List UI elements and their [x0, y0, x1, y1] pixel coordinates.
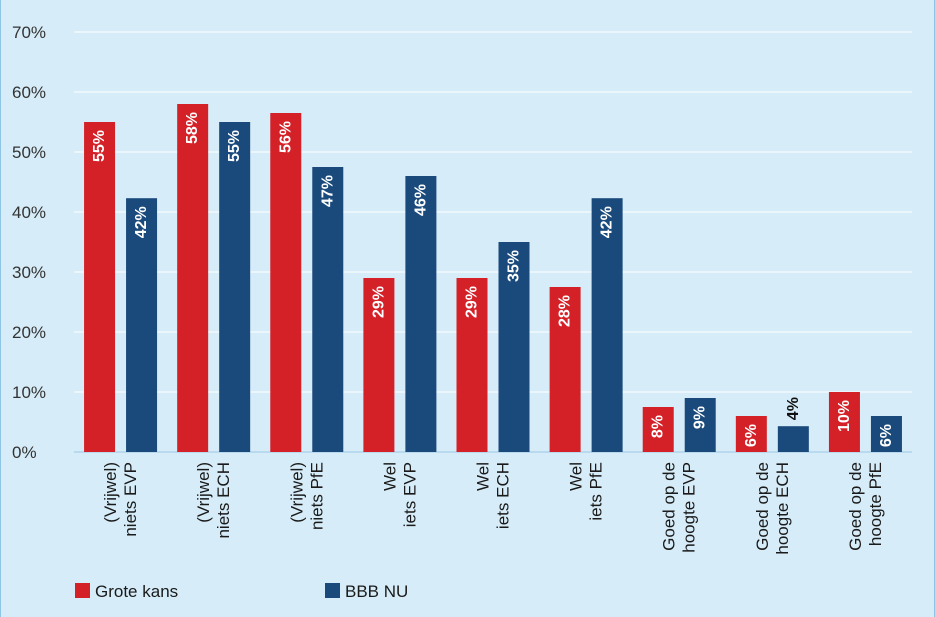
category-label: niets EVP [121, 462, 140, 537]
category-label: Wel [474, 462, 493, 491]
y-tick-label: 0% [12, 443, 37, 462]
legend: Grote kans BBB NU [75, 582, 408, 601]
category-label: (Vrijwel) [194, 462, 213, 523]
data-label: 4% [785, 397, 802, 420]
category-label: (Vrijwel) [287, 462, 306, 523]
bar-grote-kans [828, 392, 860, 452]
bar-grote-kans [735, 416, 767, 452]
category-label: Goed op de [753, 462, 772, 551]
bar-grote-kans [177, 104, 209, 452]
data-label: 35% [506, 250, 523, 282]
y-tick-label: 50% [12, 143, 46, 162]
bar-bbb-nu [498, 242, 530, 452]
category-label: hoogte EVP [680, 462, 699, 553]
bar-grote-kans [456, 278, 488, 452]
data-label: 29% [464, 286, 481, 318]
bar-bbb-nu [219, 122, 251, 452]
data-label: 9% [692, 406, 709, 429]
data-label: 55% [226, 130, 243, 162]
legend-label: BBB NU [345, 582, 408, 601]
legend-swatch [75, 583, 90, 598]
bar-bbb-nu [777, 426, 809, 452]
data-label: 56% [277, 121, 294, 153]
category-label: Goed op de [660, 462, 679, 551]
category-label: Goed op de [846, 462, 865, 551]
data-label: 28% [557, 295, 574, 327]
data-label: 6% [878, 424, 895, 447]
data-label: 47% [319, 175, 336, 207]
category-label: Wel [380, 462, 399, 491]
bar-grote-kans [549, 287, 581, 452]
bar-bbb-nu [126, 198, 158, 452]
category-label: niets PfE [307, 462, 326, 530]
bar-grote-kans [363, 278, 395, 452]
bar-bbb-nu [405, 176, 437, 452]
data-label: 8% [650, 415, 667, 438]
bars [84, 104, 902, 452]
bar-grote-kans [270, 113, 302, 452]
data-label: 46% [412, 184, 429, 216]
legend-swatch [325, 583, 340, 598]
category-label: niets ECH [214, 462, 233, 539]
category-label: iets PfE [587, 462, 606, 521]
y-axis-ticks: 0% 10% 20% 30% 40% 50% 60% 70% [12, 23, 46, 462]
bar-bbb-nu [591, 198, 623, 452]
data-label: 58% [184, 112, 201, 144]
y-tick-label: 10% [12, 383, 46, 402]
category-label: iets EVP [400, 462, 419, 527]
data-labels: 55% 42% 58% 55% 56% 47% 29% 46% 29% 35% 28% 42% 8% 9%… [91, 112, 895, 447]
y-tick-label: 30% [12, 263, 46, 282]
data-label: 42% [599, 206, 616, 238]
bar-bbb-nu [684, 398, 716, 452]
y-tick-label: 70% [12, 23, 46, 42]
data-label: 6% [743, 424, 760, 447]
data-label: 29% [370, 286, 387, 318]
category-label: hoogte ECH [773, 462, 792, 555]
category-label: hoogte PfE [866, 462, 885, 546]
category-label: iets ECH [494, 462, 513, 529]
y-tick-label: 40% [12, 203, 46, 222]
data-label: 42% [133, 206, 150, 238]
y-tick-label: 20% [12, 323, 46, 342]
bar-bbb-nu [312, 167, 344, 452]
category-label: (Vrijwel) [101, 462, 120, 523]
data-label: 10% [836, 400, 853, 432]
bar-grote-kans [84, 122, 116, 452]
data-label: 55% [91, 130, 108, 162]
category-label: Wel [567, 462, 586, 491]
legend-label: Grote kans [95, 582, 178, 601]
grid-lines [74, 31, 912, 453]
bar-bbb-nu [870, 416, 902, 452]
y-tick-label: 60% [12, 83, 46, 102]
bar-grote-kans [642, 407, 674, 452]
x-axis-categories: (Vrijwel) niets EVP (Vrijwel) niets ECH (Vri… [101, 462, 885, 555]
